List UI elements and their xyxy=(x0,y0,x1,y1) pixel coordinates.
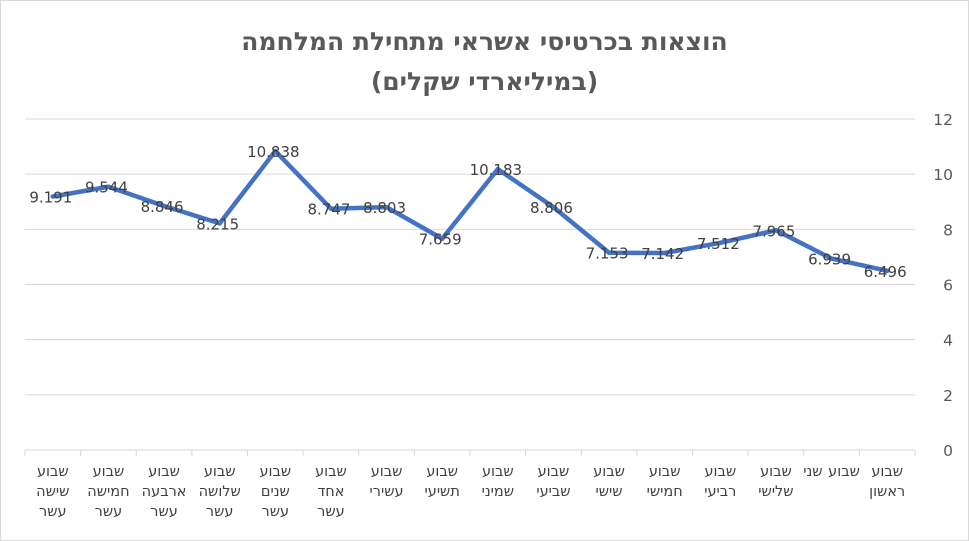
data-point xyxy=(328,206,334,211)
data-point xyxy=(161,203,167,209)
x-tick-label: שבוע ראשון xyxy=(869,464,906,500)
y-tick-label: 2 xyxy=(943,387,953,405)
x-tick-label: שבוע רביעי xyxy=(704,464,737,500)
data-label: 9.191 xyxy=(29,188,72,206)
data-point xyxy=(551,204,556,210)
data-labels: 9.191 9.544 8.846 8.215 10.838 8.747 8.803 7.65… xyxy=(29,143,906,281)
data-point xyxy=(884,268,890,274)
data-point xyxy=(495,166,501,172)
y-tick-label: 0 xyxy=(943,442,953,460)
x-tick-label: שבוע שמיני xyxy=(481,464,515,500)
data-label: 6.939 xyxy=(808,251,851,269)
data-label: 7.659 xyxy=(419,231,462,249)
data-point xyxy=(718,240,723,245)
data-point xyxy=(829,256,834,261)
x-tick-label: שבוע שני xyxy=(803,464,860,480)
x-axis-ticks xyxy=(24,450,916,456)
data-label: 8.747 xyxy=(307,201,350,219)
data-point xyxy=(662,250,667,256)
y-tick-label: 8 xyxy=(943,221,953,239)
series-line xyxy=(50,148,890,274)
data-label: 7.512 xyxy=(697,235,740,253)
x-tick-label: שבוע שביעי xyxy=(536,464,571,500)
y-tick-label: 10 xyxy=(933,166,953,184)
x-tick-label: שבוע שלישי xyxy=(758,464,794,500)
data-label: 7.153 xyxy=(586,245,629,263)
x-tick-label: שבוע שלושה עשר xyxy=(198,464,241,520)
x-tick-label: שבוע תשיעי xyxy=(424,464,460,500)
data-label: 10.183 xyxy=(470,161,523,179)
data-label: 7.142 xyxy=(641,245,684,263)
y-tick-label: 12 xyxy=(933,111,953,129)
y-axis-ticks: 0 2 4 6 8 10 12 xyxy=(933,111,953,460)
x-tick-label: שבוע ארבעה עשר xyxy=(141,464,187,520)
data-point xyxy=(50,194,56,199)
data-label: 8.806 xyxy=(530,199,573,217)
data-label: 6.496 xyxy=(864,263,907,281)
data-point xyxy=(384,204,389,210)
x-tick-label: שבוע שישה עשר xyxy=(36,464,70,520)
data-label: 10.838 xyxy=(247,143,300,161)
chart-title-line-1: הוצאות בכרטיסי אשראי מתחילת המלחמה xyxy=(241,27,728,56)
series-line-layer xyxy=(50,148,890,274)
data-point xyxy=(773,228,779,233)
x-tick-label: שבוע חמישי xyxy=(646,464,683,500)
x-tick-label: שבוע שישי xyxy=(593,464,625,500)
chart-title: הוצאות בכרטיסי אשראי מתחילת המלחמה (במיל… xyxy=(0,22,969,102)
data-point xyxy=(273,148,278,154)
data-label: 8.846 xyxy=(141,198,184,216)
y-tick-label: 4 xyxy=(943,332,953,350)
data-label: 8.803 xyxy=(363,199,406,217)
data-point xyxy=(106,184,111,189)
x-tick-label: שבוע עשירי xyxy=(369,464,404,500)
data-point xyxy=(439,236,445,241)
chart-title-line-2: (במיליארדי שקלים) xyxy=(370,67,599,96)
data-point xyxy=(217,221,222,226)
gridlines xyxy=(25,118,915,451)
x-tick-label: שבוע אחד עשר xyxy=(315,464,347,520)
data-label: 9.544 xyxy=(85,179,128,197)
y-tick-label: 6 xyxy=(943,277,953,295)
x-tick-label: שבוע חמישה עשר xyxy=(87,464,130,520)
data-point xyxy=(606,250,612,255)
x-tick-label: שבוע שנים עשר xyxy=(259,464,292,520)
data-label: 7.965 xyxy=(752,222,795,240)
data-label: 8.215 xyxy=(196,215,239,233)
